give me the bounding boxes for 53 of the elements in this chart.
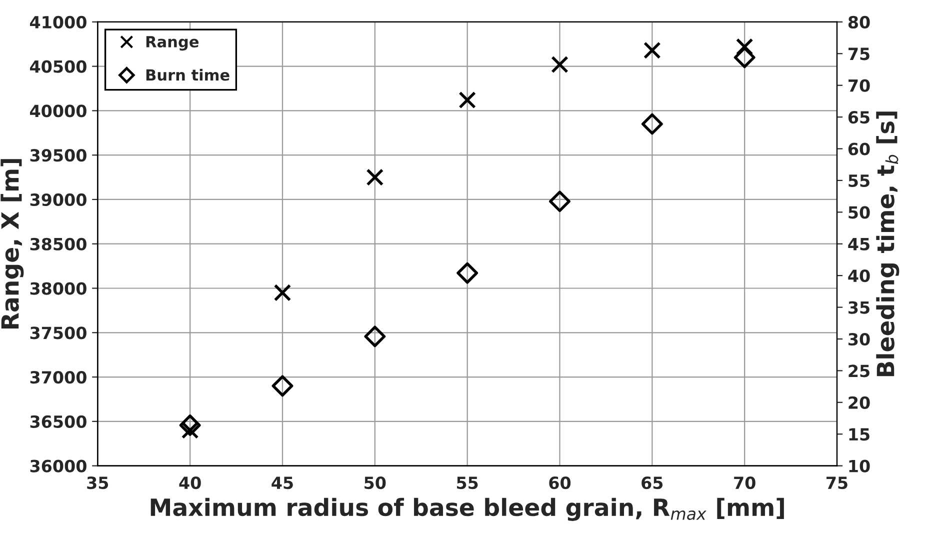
point bbox=[179, 414, 201, 436]
y-axis-title: Range, X [m] bbox=[0, 159, 24, 329]
x-tick-label: 55 bbox=[457, 476, 478, 490]
y2-axis-title: Bleeding time, t$_{b}$ [s] bbox=[876, 112, 900, 376]
point bbox=[456, 262, 478, 284]
y2-tick-label: 25 bbox=[848, 364, 870, 378]
point bbox=[272, 375, 294, 397]
x-tick-label: 45 bbox=[272, 476, 293, 490]
y-tick-label: 39500 bbox=[30, 149, 86, 162]
x-tick-label: 35 bbox=[87, 476, 108, 490]
x-tick-label: 50 bbox=[364, 476, 386, 490]
legend-label: Range bbox=[146, 36, 199, 51]
point bbox=[274, 284, 292, 302]
point bbox=[364, 326, 386, 348]
x-tick-label: 70 bbox=[734, 476, 756, 490]
y2-tick-label: 75 bbox=[848, 48, 870, 60]
y-tick-label: 40000 bbox=[30, 104, 86, 118]
x-tick-label: 60 bbox=[549, 476, 571, 490]
point bbox=[366, 168, 384, 186]
y-tick-label: 38000 bbox=[30, 282, 86, 295]
y2-tick-label: 60 bbox=[848, 142, 870, 156]
x-tick-label: 40 bbox=[179, 476, 201, 490]
y2-tick-label: 15 bbox=[849, 428, 870, 441]
y2-tick-label: 80 bbox=[848, 16, 870, 28]
y-tick-label: 36500 bbox=[30, 415, 86, 428]
point bbox=[549, 190, 570, 212]
y2-tick-label: 55 bbox=[848, 174, 870, 188]
y2-tick-label: 35 bbox=[848, 301, 870, 314]
y2-tick-label: 70 bbox=[848, 79, 870, 92]
point bbox=[734, 46, 756, 68]
y2-tick-label: 50 bbox=[848, 206, 870, 219]
y-tick-label: 38500 bbox=[30, 238, 86, 250]
y-tick-label: 41000 bbox=[30, 16, 86, 28]
point bbox=[551, 56, 568, 74]
y-tick-label: 36000 bbox=[30, 460, 86, 472]
y2-tick-label: 45 bbox=[848, 238, 870, 250]
y2-tick-label: 40 bbox=[848, 270, 870, 282]
x-tick-label: 75 bbox=[826, 476, 848, 490]
point bbox=[643, 42, 661, 59]
point bbox=[641, 113, 663, 135]
y-tick-label: 40500 bbox=[30, 60, 86, 73]
y2-tick-label: 30 bbox=[848, 332, 870, 346]
legend-label: Burn time bbox=[146, 68, 230, 81]
x-tick-label: 65 bbox=[642, 476, 663, 490]
y-tick-label: 37000 bbox=[30, 370, 86, 384]
x-axis-title: Maximum radius of base bleed grain, R$_{max}$ [mm] bbox=[150, 498, 784, 521]
point bbox=[458, 91, 476, 109]
y2-tick-label: 65 bbox=[848, 111, 870, 124]
y-tick-label: 39000 bbox=[30, 193, 86, 206]
y2-tick-label: 10 bbox=[849, 460, 870, 472]
y2-tick-label: 20 bbox=[848, 396, 870, 409]
point bbox=[736, 38, 754, 56]
y-tick-label: 37500 bbox=[30, 326, 86, 340]
